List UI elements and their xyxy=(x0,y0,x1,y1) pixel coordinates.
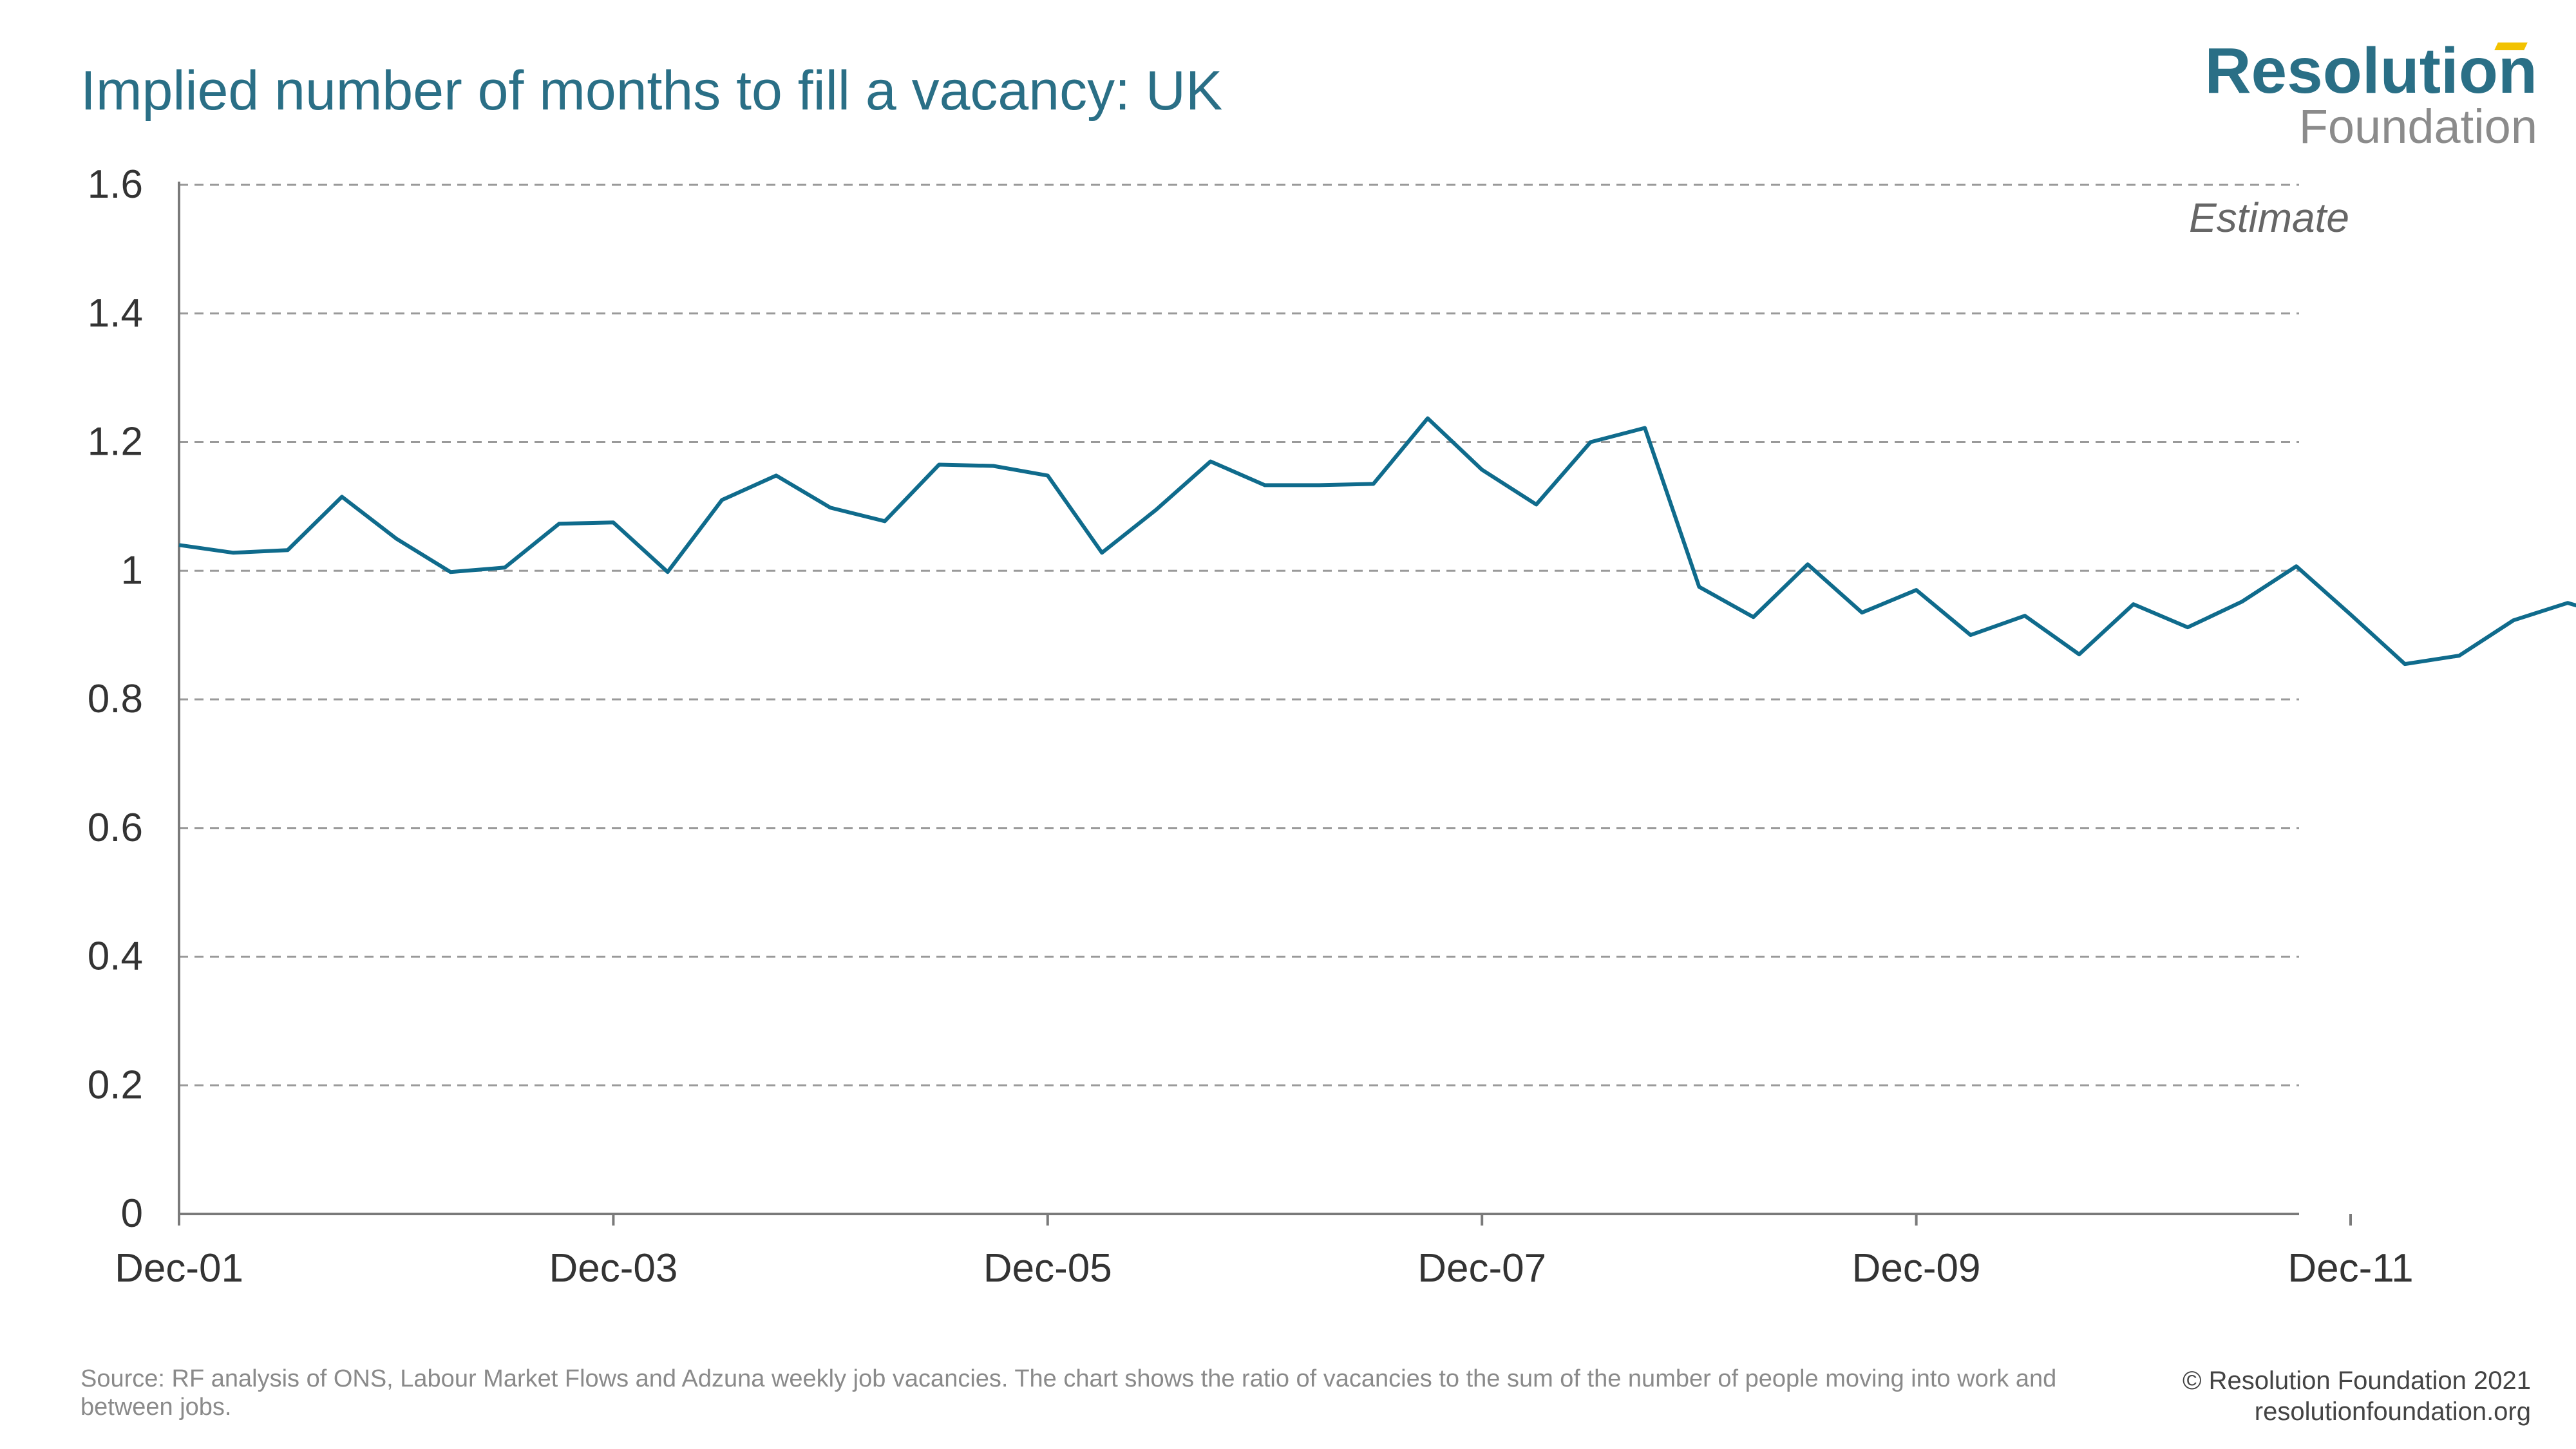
y-tick-label: 1 xyxy=(121,548,143,592)
y-tick-label: 0.8 xyxy=(88,677,143,721)
y-tick-label: 0.6 xyxy=(88,806,143,850)
y-tick-label: 1.4 xyxy=(88,291,143,336)
x-tick-label: Dec-07 xyxy=(1417,1246,1546,1291)
x-tick-label: Dec-03 xyxy=(549,1246,677,1291)
y-tick-label: 1.6 xyxy=(88,162,143,207)
copyright-text: © Resolution Foundation 2021 xyxy=(2183,1367,2531,1395)
x-tick-label: Dec-01 xyxy=(115,1246,243,1291)
x-tick-label: Dec-11 xyxy=(2287,1246,2413,1291)
series-line xyxy=(178,416,2576,667)
y-tick-label: 0.4 xyxy=(88,934,143,979)
logo-wordmark-top: Resolution xyxy=(2204,35,2537,107)
x-tick-label: Dec-05 xyxy=(983,1246,1112,1291)
source-note: Source: RF analysis of ONS, Labour Marke… xyxy=(80,1365,2057,1421)
y-tick-label: 1.2 xyxy=(88,420,143,464)
x-tick-label: Dec-09 xyxy=(1852,1246,1981,1291)
logo-wordmark-bottom: Foundation xyxy=(2298,100,2537,153)
y-tick-label: 0.2 xyxy=(88,1063,143,1107)
estimate-annotation: Estimate xyxy=(2189,194,2349,241)
y-tick-label: 0 xyxy=(121,1191,143,1236)
chart-title: Implied number of months to fill a vacan… xyxy=(80,60,1223,122)
resolution-foundation-logo: Resolution Foundation xyxy=(2204,39,2537,153)
website-text: resolutionfoundation.org xyxy=(2254,1397,2531,1426)
footer-credits: © Resolution Foundation 2021 resolutionf… xyxy=(2183,1365,2531,1427)
